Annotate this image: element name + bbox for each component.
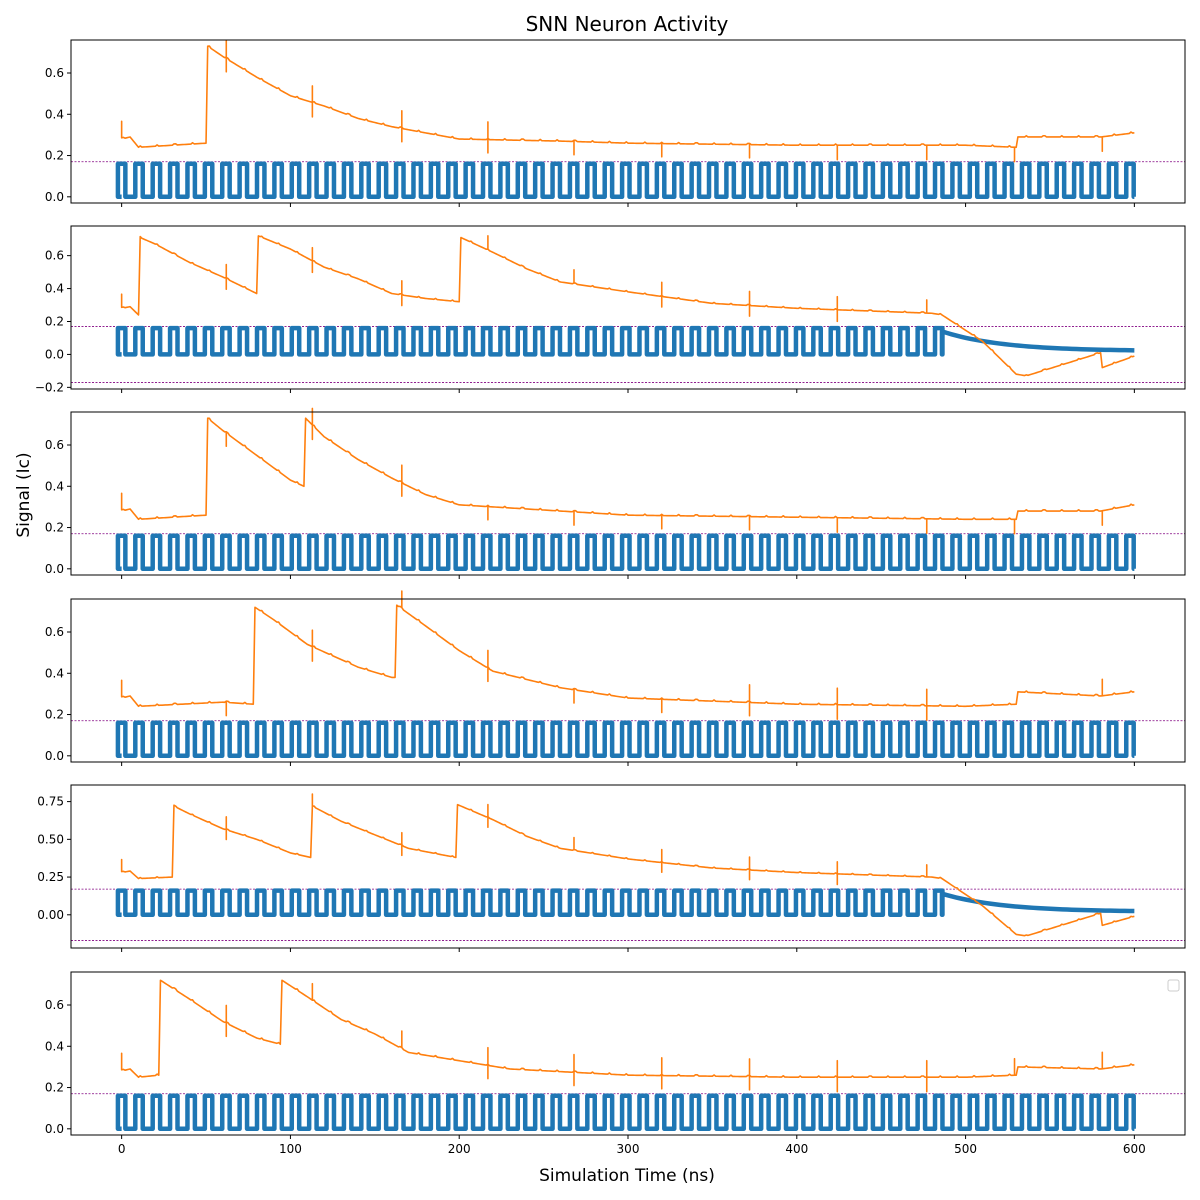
- subplot-4: 0.0 0.2 0.4 0.6: [45, 590, 1186, 766]
- y-tick-label: 0.0: [45, 749, 64, 763]
- subplot-1: 0.0 0.2 0.4 0.6: [45, 39, 1186, 207]
- y-tick-label: 0.0: [45, 562, 64, 576]
- x-tick-label: 100: [279, 1142, 302, 1156]
- spike-trace: [115, 1093, 1136, 1132]
- y-tick-label: 0.4: [45, 1039, 64, 1053]
- panels: 0.0 0.2 0.4 0.6 −0.2 0.0 0.2 0.4 0.6 0.0 0.2 0.4 0.6…: [35, 39, 1186, 1156]
- x-tick-label: 400: [785, 1142, 808, 1156]
- y-tick-label: 0.4: [45, 107, 64, 121]
- axes-frame: [70, 784, 1186, 949]
- spike-trace: [115, 161, 1136, 200]
- x-tick-label: 0: [118, 1142, 126, 1156]
- y-tick-label: 0.2: [45, 314, 64, 328]
- y-tick-label: −0.2: [35, 380, 64, 394]
- y-tick-label: 0.4: [45, 282, 64, 296]
- y-tick-label: 0.4: [45, 479, 64, 493]
- membrane-trace: [120, 979, 1135, 1093]
- spike-trace: [115, 888, 1135, 918]
- y-tick-label: 0.6: [45, 438, 64, 452]
- x-tick-label: 200: [448, 1142, 471, 1156]
- chart-title: SNN Neuron Activity: [526, 12, 729, 36]
- y-tick-label: 0.2: [45, 149, 64, 163]
- y-tick-label: 0.0: [45, 347, 64, 361]
- y-tick-label: 0.0: [45, 1122, 64, 1136]
- y-tick-label: 0.50: [37, 832, 64, 846]
- y-tick-label: 0.6: [45, 625, 64, 639]
- y-tick-label: 0.2: [45, 1081, 64, 1095]
- y-tick-label: 0.75: [37, 795, 64, 809]
- x-tick-label: 600: [1123, 1142, 1146, 1156]
- membrane-trace: [120, 793, 1135, 937]
- y-tick-label: 0.6: [45, 998, 64, 1012]
- subplot-3: 0.0 0.2 0.4 0.6: [45, 407, 1186, 579]
- legend-box: [1167, 979, 1180, 992]
- membrane-trace: [120, 590, 1135, 722]
- subplot-5: 0.00 0.25 0.50 0.75: [37, 784, 1186, 952]
- spike-trace: [115, 720, 1136, 759]
- spike-trace: [115, 325, 1135, 357]
- membrane-trace: [120, 235, 1135, 377]
- y-tick-label: 0.6: [45, 249, 64, 263]
- x-axis-label: Simulation Time (ns): [539, 1166, 715, 1186]
- y-tick-label: 0.2: [45, 521, 64, 535]
- spike-trace: [115, 533, 1136, 572]
- y-axis-label: Signal (Ic): [14, 452, 34, 537]
- membrane-trace: [120, 407, 1135, 535]
- y-tick-label: 0.6: [45, 66, 64, 80]
- y-tick-label: 0.25: [37, 870, 64, 884]
- y-tick-label: 0.4: [45, 666, 64, 680]
- x-tick-label: 500: [954, 1142, 977, 1156]
- y-tick-label: 0.00: [37, 908, 64, 922]
- x-tick-label: 300: [617, 1142, 640, 1156]
- axes-frame: [70, 225, 1186, 390]
- y-tick-label: 0.0: [45, 190, 64, 204]
- subplot-6: 0.0 0.2 0.4 0.6 0 100 200 300 400 500 600: [45, 971, 1186, 1156]
- subplot-2: −0.2 0.0 0.2 0.4 0.6: [35, 225, 1186, 394]
- membrane-trace: [120, 40, 1135, 163]
- y-tick-label: 0.2: [45, 708, 64, 722]
